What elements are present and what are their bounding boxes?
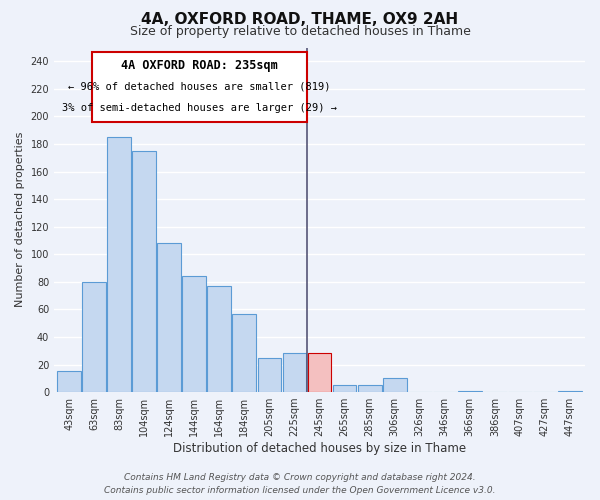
Bar xyxy=(558,390,582,392)
Text: 3% of semi-detached houses are larger (29) →: 3% of semi-detached houses are larger (2… xyxy=(62,103,337,113)
Bar xyxy=(133,151,156,392)
Bar xyxy=(308,354,331,392)
Text: 4A, OXFORD ROAD, THAME, OX9 2AH: 4A, OXFORD ROAD, THAME, OX9 2AH xyxy=(142,12,458,28)
Bar xyxy=(107,137,131,392)
Bar xyxy=(232,314,256,392)
Bar xyxy=(283,354,307,392)
Bar xyxy=(257,358,281,392)
Bar xyxy=(157,243,181,392)
Text: Size of property relative to detached houses in Thame: Size of property relative to detached ho… xyxy=(130,25,470,38)
Text: ← 96% of detached houses are smaller (819): ← 96% of detached houses are smaller (81… xyxy=(68,82,331,92)
Bar xyxy=(182,276,206,392)
Bar xyxy=(57,372,81,392)
Y-axis label: Number of detached properties: Number of detached properties xyxy=(15,132,25,308)
Text: 4A OXFORD ROAD: 235sqm: 4A OXFORD ROAD: 235sqm xyxy=(121,59,278,72)
Bar xyxy=(82,282,106,392)
Bar xyxy=(208,286,231,392)
Bar xyxy=(332,385,356,392)
X-axis label: Distribution of detached houses by size in Thame: Distribution of detached houses by size … xyxy=(173,442,466,455)
Bar xyxy=(383,378,407,392)
Bar xyxy=(458,390,482,392)
Text: Contains HM Land Registry data © Crown copyright and database right 2024.
Contai: Contains HM Land Registry data © Crown c… xyxy=(104,474,496,495)
FancyBboxPatch shape xyxy=(92,52,307,122)
Bar xyxy=(358,385,382,392)
